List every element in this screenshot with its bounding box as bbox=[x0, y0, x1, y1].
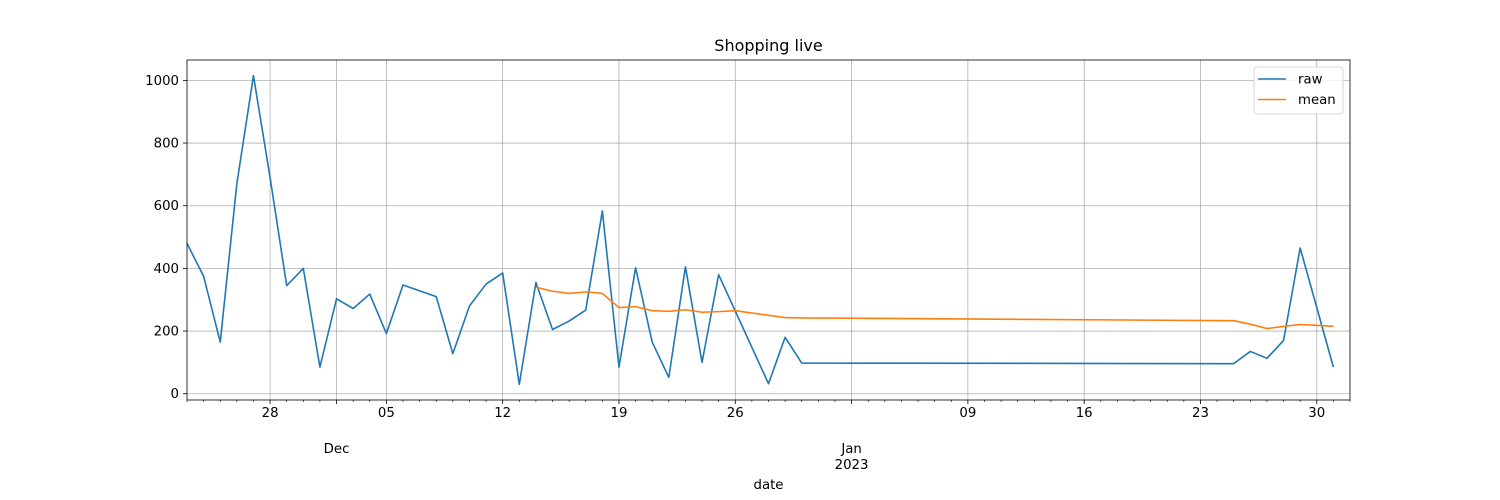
x-tick-label: 26 bbox=[727, 406, 744, 421]
y-tick-label: 800 bbox=[154, 137, 179, 152]
y-tick-label: 0 bbox=[171, 387, 179, 402]
grid bbox=[187, 60, 1350, 400]
plot-area-frame bbox=[186, 59, 1351, 401]
y-tick-label: 400 bbox=[154, 262, 179, 277]
x-tick-label: 28 bbox=[262, 406, 279, 421]
x-tick-label: 09 bbox=[959, 406, 976, 421]
x-tick-label: 23 bbox=[1192, 406, 1209, 421]
x-tick-label: Jan bbox=[840, 442, 862, 457]
chart-title: Shopping live bbox=[714, 36, 822, 55]
legend: raw mean bbox=[1253, 66, 1344, 115]
x-tick-label: 2023 bbox=[835, 458, 869, 473]
plot-series bbox=[186, 74, 1335, 386]
legend-label-raw: raw bbox=[1298, 73, 1323, 88]
x-tick-label: Dec bbox=[324, 442, 350, 457]
x-axis-label: date bbox=[754, 478, 784, 493]
y-tick-label: 600 bbox=[154, 199, 179, 214]
legend-label-mean: mean bbox=[1298, 93, 1336, 108]
x-tick-label: 16 bbox=[1076, 406, 1093, 421]
x-tick-label: 05 bbox=[378, 406, 395, 421]
y-tick-label: 1000 bbox=[145, 74, 179, 89]
x-tick-label: 12 bbox=[494, 406, 511, 421]
series-line-mean bbox=[535, 286, 1334, 330]
series-line-raw bbox=[186, 74, 1335, 386]
x-tick-label: 19 bbox=[611, 406, 628, 421]
y-tick-label: 200 bbox=[154, 325, 179, 340]
x-tick-label: 30 bbox=[1308, 406, 1325, 421]
